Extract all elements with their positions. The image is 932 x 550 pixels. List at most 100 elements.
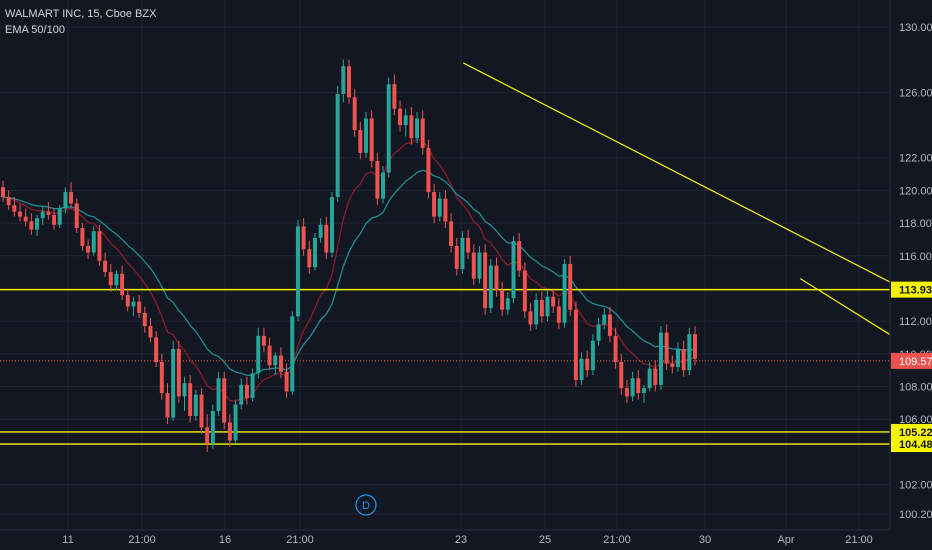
candle-up <box>335 94 340 197</box>
candle-down <box>46 211 51 215</box>
price-tick-label: 108.00 <box>899 382 932 394</box>
candle-down <box>392 84 397 109</box>
candle-down <box>471 252 476 279</box>
candle-down <box>205 427 210 444</box>
ema-50-line <box>2 138 696 402</box>
candle-down <box>693 334 697 359</box>
candle-down <box>653 368 658 385</box>
candle-up <box>233 404 238 441</box>
symbol-title[interactable]: WALMART INC, 15, Cboe BZX <box>5 8 157 20</box>
candle-up <box>312 237 317 268</box>
level-price-tag-bg <box>891 281 932 298</box>
candle-down <box>199 394 204 428</box>
candle-down <box>227 422 232 441</box>
candle-down <box>613 335 618 363</box>
candle-down <box>375 161 380 199</box>
candle-up <box>329 196 334 253</box>
candle-up <box>562 263 567 323</box>
time-tick-label: 21:00 <box>845 534 873 546</box>
price-tick-label: 112.00 <box>899 316 932 328</box>
candle-down <box>261 335 266 346</box>
candle-down <box>539 299 544 317</box>
candle-down <box>483 252 488 309</box>
candle-down <box>125 295 130 307</box>
event-marker[interactable]: D <box>355 494 377 516</box>
event-marker-circle[interactable] <box>355 494 377 516</box>
candle-down <box>120 273 125 296</box>
candle-down <box>398 108 403 126</box>
candle-up <box>579 358 584 380</box>
price-axis[interactable]: 130.00 126.00 122.00 120.00 118.00 116.00 112.… <box>889 0 932 550</box>
candle-up <box>415 118 420 139</box>
time-tick-label: 21:00 <box>603 534 631 546</box>
candle-down <box>426 147 431 193</box>
price-tick-label: 102.00 <box>899 480 932 492</box>
level-price-tag: 113.93 <box>899 285 932 297</box>
candle-down <box>636 378 641 394</box>
candle-up <box>675 348 680 367</box>
indicator-title[interactable]: EMA 50/100 <box>5 24 65 36</box>
candle-up <box>290 316 295 392</box>
candle-up <box>171 348 176 418</box>
candle-down <box>18 211 23 217</box>
candle-down <box>573 309 578 380</box>
candle-down <box>176 348 181 397</box>
horizontal-levels[interactable] <box>0 288 890 445</box>
candle-down <box>670 363 675 367</box>
candle-up <box>590 340 595 371</box>
candle-up <box>511 241 516 299</box>
price-tick-label: 122.00 <box>899 153 932 165</box>
candle-up <box>250 373 255 398</box>
candle-up <box>403 115 408 126</box>
candle-down <box>443 198 448 222</box>
candle-up <box>341 66 346 95</box>
candle-down <box>619 362 624 389</box>
candle-down <box>420 118 425 148</box>
candle-down <box>284 371 289 392</box>
time-axis[interactable]: 11 21:00 16 21:00 23 25 21:00 30 Apr 21:00 <box>0 529 890 550</box>
candle-down <box>517 241 522 271</box>
event-marker-label: D <box>362 500 370 512</box>
current-price-tag: 109.57 <box>899 356 932 368</box>
candle-down <box>358 129 363 153</box>
candle-up <box>256 335 261 374</box>
candle-down <box>80 228 85 246</box>
price-tick-label: 130.00 <box>899 22 932 34</box>
candle-down <box>97 231 102 261</box>
candle-down <box>624 388 629 397</box>
candle-up <box>647 368 652 389</box>
candle-down <box>432 192 437 217</box>
candle-up <box>460 237 465 269</box>
candle-up <box>91 231 96 253</box>
candle-down <box>466 237 471 253</box>
candle-down <box>165 393 170 418</box>
candle-down <box>301 226 306 250</box>
candle-up <box>131 301 136 307</box>
candle-down <box>409 115 414 139</box>
candle-down <box>29 221 34 230</box>
candle-up <box>381 172 386 199</box>
time-tick-label: 25 <box>539 534 551 546</box>
price-tick-label: 120.00 <box>899 185 932 197</box>
candle-down <box>244 384 249 398</box>
candle-up <box>182 383 187 397</box>
candle-down <box>369 118 374 162</box>
candle-up <box>602 314 607 325</box>
candle-down <box>267 345 272 366</box>
candle-down <box>222 378 227 423</box>
time-tick-label: 30 <box>699 534 711 546</box>
candle-down <box>500 290 505 310</box>
candle-down <box>142 312 147 327</box>
time-tick-label: Apr <box>777 534 794 546</box>
candle-up <box>534 299 539 325</box>
candle-up <box>216 378 221 412</box>
candle-up <box>318 224 323 238</box>
candle-down <box>352 97 357 130</box>
ema-100-line <box>2 169 696 376</box>
candle-down <box>664 332 669 364</box>
candle-up <box>488 265 493 309</box>
candle-down <box>6 196 11 206</box>
